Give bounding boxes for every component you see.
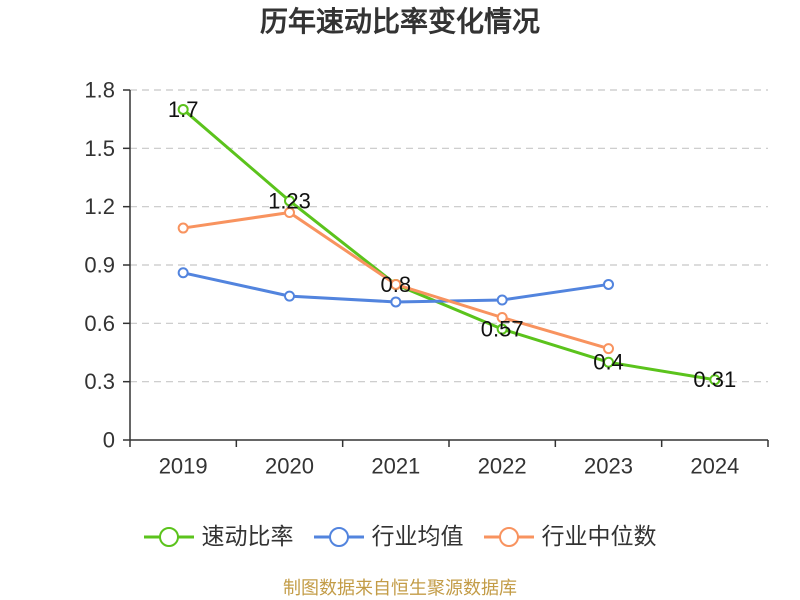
data-point [284, 207, 295, 218]
legend-item[interactable]: 行业均值 [313, 520, 464, 554]
y-tick-label: 1.5 [84, 136, 115, 161]
y-tick-label: 1.8 [84, 78, 115, 103]
x-tick-label: 2023 [584, 454, 633, 479]
data-label: 0.8 [381, 272, 412, 297]
chart-legend: 速动比率 行业均值 行业中位数 [0, 520, 800, 554]
data-label: 0.31 [693, 367, 736, 392]
legend-item[interactable]: 行业中位数 [483, 520, 657, 554]
data-point [284, 290, 295, 302]
data-point [709, 374, 721, 386]
series-line-0 [181, 107, 717, 382]
data-label: 1.7 [168, 97, 199, 122]
data-point [496, 312, 508, 323]
data-point [496, 294, 508, 306]
chart-title: 历年速动比率变化情况 [259, 5, 540, 38]
data-label: 0.57 [481, 317, 524, 342]
data-point [496, 323, 508, 335]
series-group [177, 103, 721, 386]
axes: 0 0.3 0.6 0.9 1.2 1.5 1.8 2019 2020 2021 2022 2023 2… [84, 78, 769, 479]
data-point [603, 343, 614, 355]
data-point [603, 278, 614, 290]
x-tick-label: 2024 [690, 454, 739, 479]
legend-label: 速动比率 [201, 524, 294, 550]
legend-label: 行业中位数 [541, 524, 657, 550]
y-tick-label: 0.9 [84, 253, 115, 278]
y-tick-label: 1.2 [84, 194, 115, 219]
legend-item[interactable]: 速动比率 [143, 520, 294, 554]
legend-line-marker-icon [143, 527, 194, 547]
data-point [390, 296, 402, 308]
data-point [284, 195, 295, 207]
data-point [177, 267, 189, 279]
x-tick-label: 2020 [265, 454, 314, 479]
legend-label: 行业均值 [371, 524, 464, 550]
y-tick-label: 0.3 [84, 369, 115, 394]
x-tick-label: 2021 [371, 454, 420, 479]
data-label: 0.4 [593, 350, 624, 375]
data-label: 1.23 [268, 188, 311, 213]
data-labels: 1.7 1.23 0.8 0.57 0.4 0.31 [168, 97, 736, 392]
data-point [390, 278, 402, 290]
legend-line-marker-icon [483, 527, 534, 547]
y-tick-label: 0.6 [84, 311, 115, 336]
x-tick-label: 2022 [478, 454, 527, 479]
legend-line-marker-icon [313, 527, 364, 547]
x-tick-label: 2019 [159, 454, 208, 479]
y-tick-label: 0 [103, 428, 115, 453]
data-point [177, 103, 189, 115]
data-point [177, 222, 189, 234]
source-footnote: 制图数据来自恒生聚源数据库 [283, 578, 517, 599]
gridlines [130, 89, 768, 383]
data-point [603, 356, 614, 368]
